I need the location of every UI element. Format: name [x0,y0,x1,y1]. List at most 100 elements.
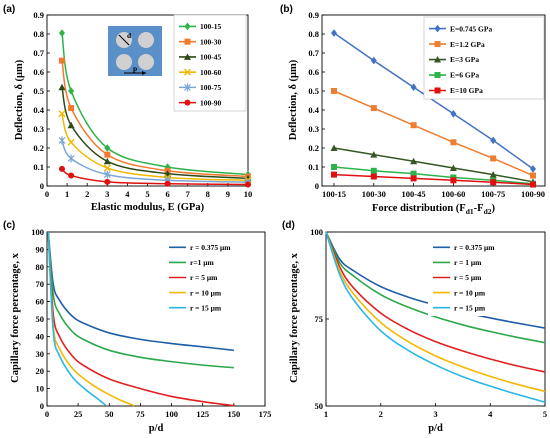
y-tick-label: 0.6 [308,67,319,77]
x-tick-label: 6 [165,189,169,199]
series [58,165,251,188]
inset-schematic: dp [108,26,162,76]
series [331,88,536,179]
data-point [450,110,457,118]
y-tick-label: 0.4 [308,105,319,115]
x-tick-label: 0 [45,409,49,419]
x-tick-label: 100-60 [441,189,465,199]
data-point [489,171,497,178]
series-line [333,32,534,170]
y-axis-label: Capillary force percentage, x [10,252,21,382]
series-line [333,166,534,185]
legend-label: E=3 GPa [450,55,479,64]
x-tick-label: 0 [45,189,49,199]
inset-label-p: p [133,64,137,73]
data-point [370,105,377,112]
legend-marker [184,22,191,31]
panel-c: 0 10 20 30 40 50 60 70 80 90 100 (c) Capillary force… [3,220,271,434]
x-tick-label: 3 [433,409,437,419]
series-line [333,90,534,177]
series [331,29,536,173]
panel-label: (b) [280,4,293,15]
x-tick-label: 175 [259,409,272,419]
series-line [325,231,546,373]
x-axis-label: p/d [149,423,164,434]
data-point [450,139,457,146]
x-tick-label: 100-45 [402,189,426,199]
x-tick-label: 7 [186,189,191,199]
legend-marker [184,38,191,45]
series-line [333,173,534,186]
legend-marker [434,87,441,94]
data-point [370,56,377,65]
y-tick-label: 30 [36,349,45,359]
y-tick-label: 0.4 [33,105,44,115]
legend-marker [434,41,441,48]
y-tick-label: 0 [40,181,44,191]
x-axis-label-sub: d2 [484,207,492,216]
x-tick-label: 2 [379,409,383,419]
data-point [530,172,536,179]
data-point [58,136,66,145]
legend-label: E=6 GPa [450,71,479,80]
legend-label: E=0.745 GPa [450,24,492,33]
legend-marker [434,56,441,63]
x-tick-label: 100-15 [322,189,346,199]
data-point [67,121,75,129]
panel-b: 0 0.1 0.2 0.3 0.4 0.5 0.6 0.7 0.8 0.9 (b) Deflectio… [280,4,546,216]
data-point [450,177,457,184]
data-point [58,165,65,172]
x-axis-label-text: ) [491,203,495,214]
y-axis-label: Capillary force percentage, x [289,252,300,382]
x-axis-label-sub: d1 [466,207,474,216]
x-tick-label: 2 [85,189,89,199]
data-point [103,164,111,172]
y-tick-label: 0.3 [33,124,44,134]
x-tick-label: 50 [105,409,114,419]
x-axis-label-text: -F [474,203,484,214]
y-tick-label: 40 [36,331,45,341]
legend-label: r=1 μm [190,258,214,267]
legend-label: r = 5 μm [190,273,218,282]
series-line [47,231,234,407]
x-axis-label-text: Force distribution (F [372,203,466,214]
legend-label: 100-45 [200,53,221,62]
data-point [164,180,171,187]
legend-label: 100-90 [200,98,221,107]
series-line [325,231,546,329]
x-tick-label: 25 [74,409,83,419]
series-line [47,231,135,407]
x-tick-label: 3 [105,189,109,199]
y-tick-label: 0.9 [33,10,44,20]
data-point [245,181,251,188]
y-tick-label: 60 [36,297,45,307]
y-tick-label: 0.7 [308,48,319,58]
y-tick-label: 50 [36,314,45,324]
legend-label: 100-15 [200,22,221,31]
data-point [530,181,536,188]
inset-pillar [138,32,154,48]
x-axis-label: p/d [428,423,443,434]
panel-a: 0 0.1 0.2 0.3 0.4 0.5 0.6 0.7 0.8 0.9 (a) Deflectio… [3,4,252,213]
series-line [325,231,546,393]
data-point [410,170,417,177]
legend-box [423,16,545,100]
legend-marker [184,53,191,60]
x-axis-label: Elastic modulus, E (GPa) [91,202,205,213]
x-tick-label: 100 [165,409,178,419]
legend-label: r = 10 μm [190,288,222,297]
inset-label-d: d [127,31,132,40]
x-tick-label: 10 [244,189,253,199]
x-tick-label: 5 [543,409,547,419]
data-point [410,175,417,182]
y-tick-label: 100 [310,227,323,237]
legend: E=0.745 GPa E=1.2 GPa E=3 GPa E=6 GPa E=10 G… [423,16,545,100]
y-tick-label: 0.8 [33,29,44,39]
inset-diameter-line [118,34,130,46]
panel-label: (d) [282,220,295,231]
x-axis-label: Force distribution (Fd1-Fd2) [372,203,495,216]
inset-pillar [138,54,154,70]
legend-label: r = 15 μm [454,303,486,312]
legend-marker [434,72,441,79]
